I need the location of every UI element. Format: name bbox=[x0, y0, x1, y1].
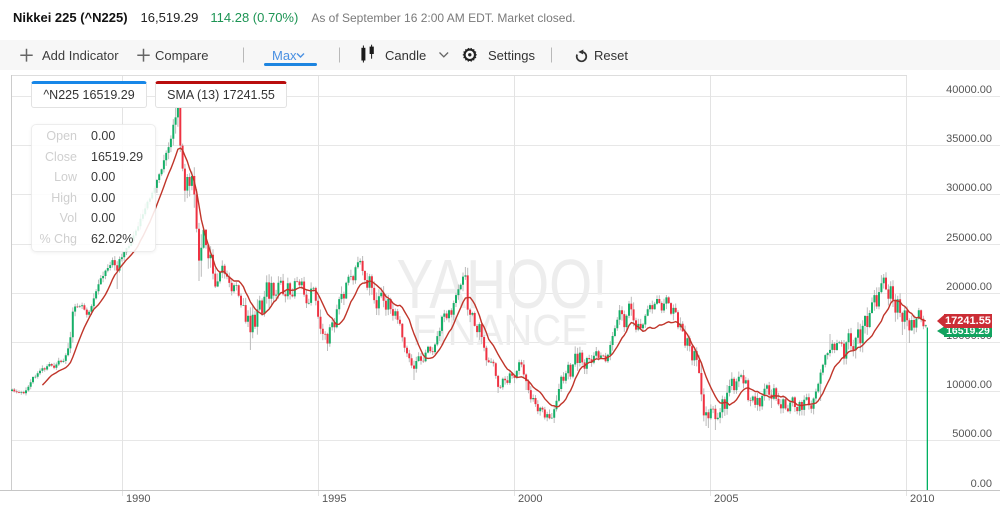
svg-text:YAHOO!: YAHOO! bbox=[397, 245, 608, 323]
svg-text:FINANCE: FINANCE bbox=[412, 306, 588, 355]
